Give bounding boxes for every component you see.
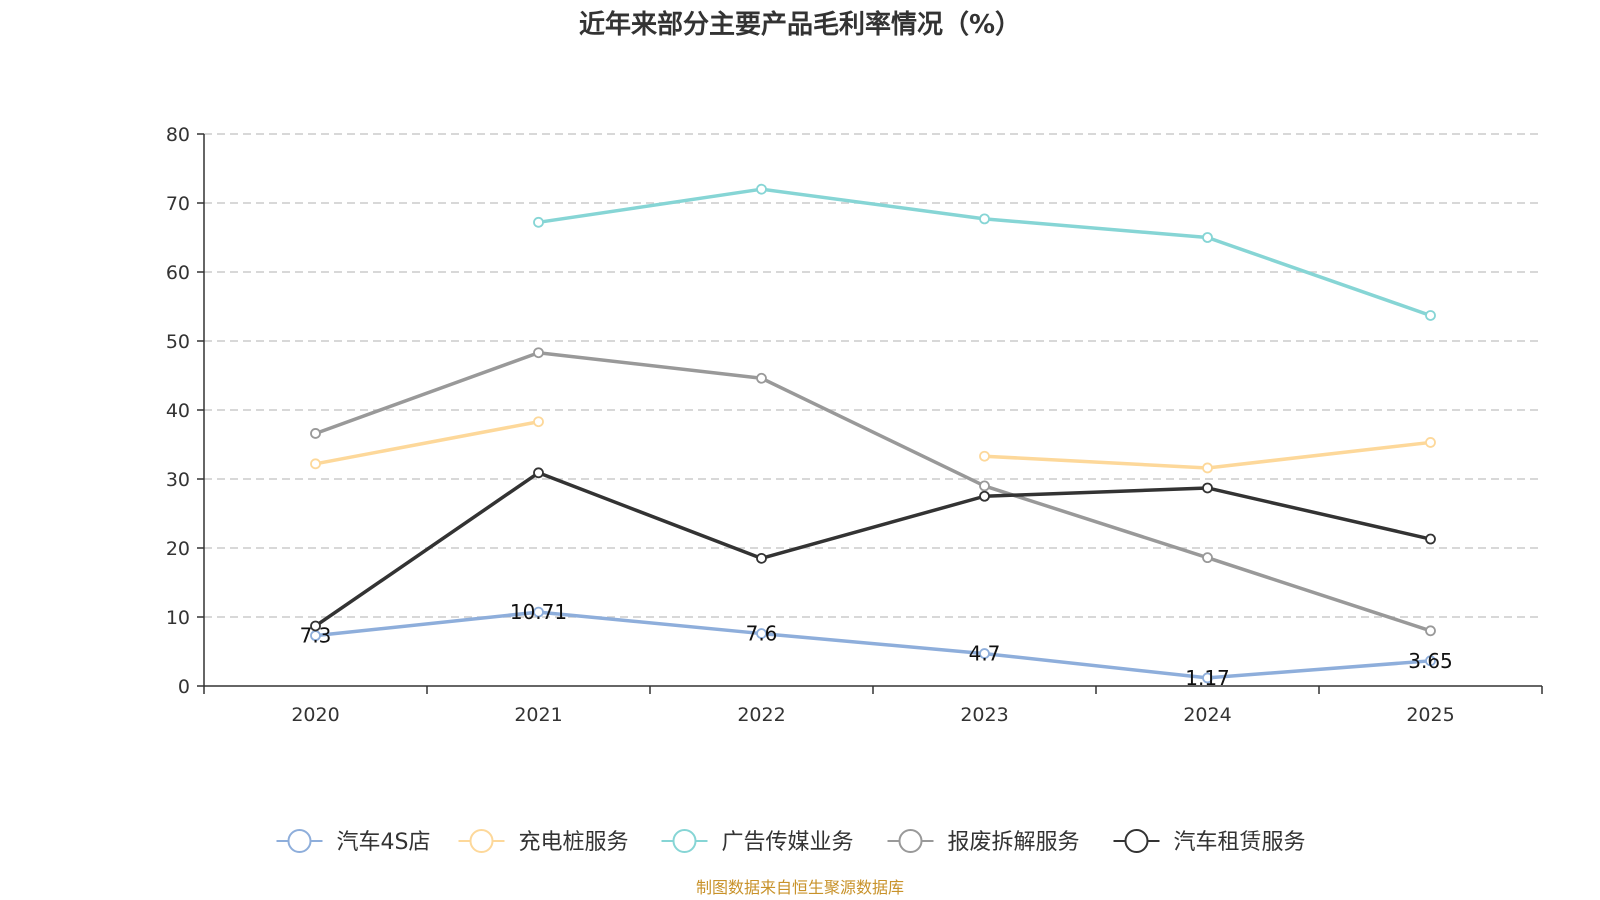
series-2 bbox=[310, 416, 1436, 474]
source-note: 制图数据来自恒生聚源数据库 bbox=[696, 878, 904, 897]
data-point bbox=[756, 628, 767, 639]
data-point bbox=[1202, 482, 1213, 494]
y-tick-label: 50 bbox=[166, 331, 190, 353]
x-tick-label: 2023 bbox=[960, 704, 1008, 726]
data-point bbox=[1425, 625, 1436, 637]
data-point bbox=[979, 648, 990, 659]
data-point bbox=[310, 428, 321, 439]
series-3 bbox=[533, 183, 1436, 321]
x-tick-label: 2022 bbox=[737, 704, 785, 726]
data-point bbox=[1425, 533, 1436, 545]
data-point bbox=[979, 213, 990, 225]
y-tick-label: 60 bbox=[166, 262, 190, 284]
data-point bbox=[533, 416, 544, 428]
data-point bbox=[756, 552, 767, 564]
legend-label: 报废拆解服务 bbox=[948, 830, 1080, 855]
legend-item: 报废拆解服务 bbox=[887, 829, 1080, 855]
series-line bbox=[314, 471, 1431, 628]
x-tick-label: 2021 bbox=[514, 704, 562, 726]
data-point bbox=[533, 467, 544, 479]
data-point bbox=[533, 347, 544, 359]
data-point bbox=[756, 372, 767, 384]
data-point bbox=[1425, 437, 1436, 448]
data-label: 3.65 bbox=[1408, 649, 1453, 673]
data-point bbox=[1202, 462, 1213, 474]
data-point bbox=[979, 490, 990, 502]
series-4 bbox=[310, 347, 1436, 637]
legend-item: 汽车租赁服务 bbox=[1113, 829, 1306, 855]
y-tick-label: 80 bbox=[166, 124, 190, 146]
series-line bbox=[314, 350, 1432, 633]
y-tick-label: 70 bbox=[166, 193, 190, 215]
data-point bbox=[979, 450, 990, 462]
x-tick-label: 2020 bbox=[291, 704, 339, 726]
data-label: 10.71 bbox=[510, 600, 567, 624]
legend-label: 充电桩服务 bbox=[519, 830, 629, 855]
legend-label: 汽车租赁服务 bbox=[1174, 830, 1306, 855]
data-label: 4.7 bbox=[969, 642, 1001, 666]
data-point bbox=[1202, 232, 1213, 243]
data-point bbox=[1202, 672, 1213, 684]
data-labels: 7.3 10.71 7.6 4.7 1.17 3.65 bbox=[300, 600, 1453, 690]
legend-marker bbox=[469, 829, 494, 853]
y-tick-label: 0 bbox=[178, 676, 190, 698]
data-label: 7.3 bbox=[300, 624, 332, 648]
series-line bbox=[315, 610, 1431, 680]
data-label: 7.6 bbox=[746, 622, 778, 646]
data-point bbox=[756, 183, 767, 195]
y-tick-label: 10 bbox=[166, 607, 190, 629]
data-point bbox=[310, 458, 321, 470]
data-point bbox=[1425, 310, 1436, 321]
series-line bbox=[538, 187, 1432, 318]
legend-marker bbox=[672, 829, 697, 853]
series-lines bbox=[310, 183, 1436, 684]
legend-label: 汽车4S店 bbox=[337, 830, 431, 855]
chart-title: 近年来部分主要产品毛利率情况（%） bbox=[579, 9, 1021, 40]
data-point bbox=[1425, 655, 1436, 667]
data-point bbox=[310, 620, 321, 632]
legend-item: 汽车4S店 bbox=[276, 829, 431, 855]
legend-marker bbox=[287, 829, 312, 853]
legend: 汽车4S店 充电桩服务 广告传媒业务 报废拆解服务 汽车租赁服务 bbox=[276, 829, 1306, 855]
data-point bbox=[533, 216, 544, 228]
series-line bbox=[315, 420, 539, 466]
legend-label: 广告传媒业务 bbox=[722, 830, 854, 855]
data-point bbox=[533, 606, 544, 618]
data-point bbox=[1202, 552, 1213, 564]
axes: 0 10 20 30 40 50 60 70 80 2020 2021 2022 2023 2024 202… bbox=[166, 124, 1543, 726]
data-label: 1.17 bbox=[1185, 666, 1230, 690]
gridlines bbox=[204, 133, 1542, 618]
series-1 bbox=[310, 606, 1436, 684]
legend-item: 广告传媒业务 bbox=[661, 829, 854, 855]
y-tick-label: 40 bbox=[166, 400, 190, 422]
x-tick-label: 2025 bbox=[1406, 704, 1454, 726]
x-tick-label: 2024 bbox=[1183, 704, 1231, 726]
data-point bbox=[979, 480, 990, 492]
y-tick-label: 30 bbox=[166, 469, 190, 491]
legend-marker bbox=[898, 829, 923, 853]
y-tick-label: 20 bbox=[166, 538, 190, 560]
series-5 bbox=[310, 467, 1436, 632]
legend-item: 充电桩服务 bbox=[458, 829, 629, 855]
legend-marker bbox=[1124, 829, 1149, 853]
